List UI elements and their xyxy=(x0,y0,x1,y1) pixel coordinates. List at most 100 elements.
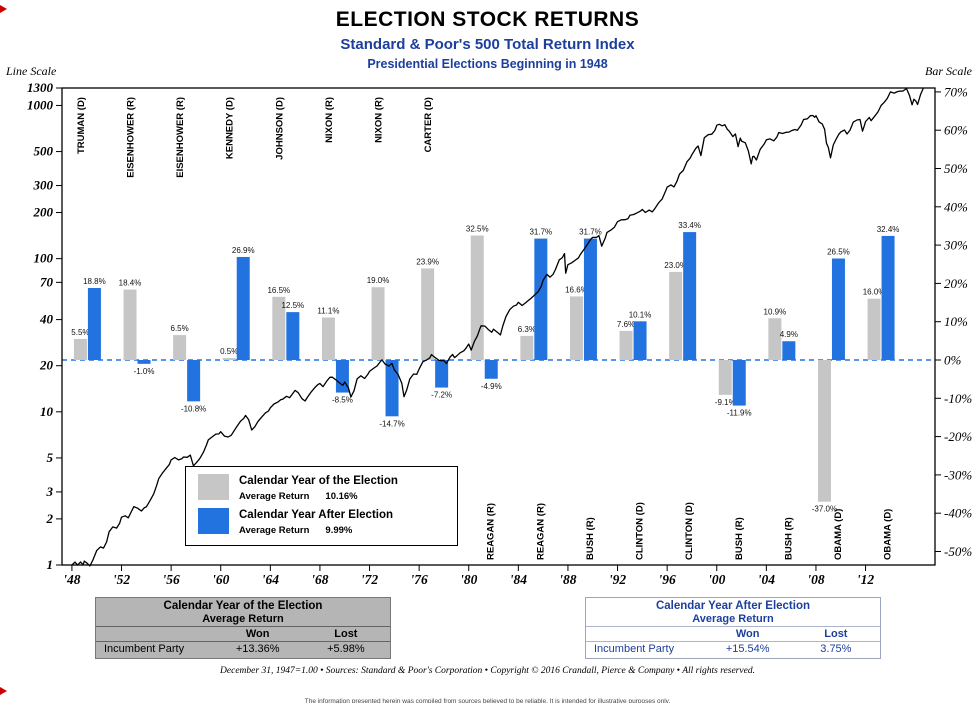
year-tick-label: '80 xyxy=(460,572,478,587)
year-tick-label: '12 xyxy=(857,572,875,587)
bar-value-label: 5.5% xyxy=(71,328,89,337)
election-year-table-subtitle: Average Return xyxy=(96,613,390,627)
bar-value-label: 0.5% xyxy=(220,347,238,356)
bar-scale-tick-label: 50% xyxy=(944,161,968,176)
election-year-bar xyxy=(867,298,881,360)
bar-scale-tick-label: -10% xyxy=(944,391,972,406)
bar-value-label: 31.7% xyxy=(529,228,552,237)
bar-value-label: 16.5% xyxy=(267,286,290,295)
president-label: REAGAN (R) xyxy=(535,503,546,560)
president-label: JOHNSON (D) xyxy=(274,97,285,160)
president-label: EISENHOWER (R) xyxy=(175,97,186,178)
bar-value-label: 33.4% xyxy=(678,221,701,230)
line-scale-tick-label: 3 xyxy=(46,484,54,499)
after-election-swatch xyxy=(198,508,229,534)
bar-scale-tick-label: 30% xyxy=(943,238,968,253)
line-scale-caption: Line Scale xyxy=(6,64,57,78)
bar-value-label: -37.0% xyxy=(812,505,837,514)
bar-value-label: 10.1% xyxy=(629,310,652,319)
lost-value: +5.98% xyxy=(327,643,365,655)
year-tick-label: '64 xyxy=(262,572,280,587)
line-scale-tick-label: 500 xyxy=(34,144,54,159)
bar-value-label: 4.9% xyxy=(780,330,798,339)
registration-mark-bottom-left xyxy=(0,687,7,695)
legend-item2-average: Average Return 9.99% xyxy=(239,525,393,536)
line-scale-tick-label: 200 xyxy=(33,205,54,220)
after-election-bar xyxy=(831,258,845,360)
bar-value-label: 32.4% xyxy=(877,225,900,234)
year-tick-label: '92 xyxy=(609,572,627,587)
year-tick-label: '08 xyxy=(807,572,825,587)
president-label: BUSH (R) xyxy=(585,517,596,560)
election-year-bar xyxy=(569,296,583,360)
bar-value-label: -1.0% xyxy=(134,367,155,376)
election-year-bar xyxy=(619,330,633,360)
president-label: OBAMA (D) xyxy=(883,509,894,560)
incumbent-party-label: Incumbent Party xyxy=(104,643,185,655)
bar-scale-caption: Bar Scale xyxy=(925,64,972,78)
president-label: REAGAN (R) xyxy=(486,503,497,560)
line-scale-tick-label: 20 xyxy=(39,358,54,373)
president-label: KENNEDY (D) xyxy=(225,97,236,159)
year-tick-label: '56 xyxy=(162,572,180,587)
bar-value-label: 32.5% xyxy=(466,225,489,234)
lost-header: Lost xyxy=(334,628,358,640)
election-year-table-header-row: Won Lost xyxy=(96,627,390,642)
bar-value-label: 23.0% xyxy=(664,261,687,270)
bar-value-label: 12.5% xyxy=(281,301,304,310)
legend-item1-avg-label: Average Return xyxy=(239,491,310,502)
president-label: EISENHOWER (R) xyxy=(126,97,137,178)
after-election-table-subtitle: Average Return xyxy=(586,613,880,627)
after-election-bar xyxy=(137,360,151,364)
bar-value-label: 18.8% xyxy=(83,277,106,286)
president-label: NIXON (R) xyxy=(374,97,385,143)
year-tick-label: '00 xyxy=(708,572,726,587)
bar-scale-tick-label: -20% xyxy=(944,429,972,444)
after-election-bar xyxy=(583,238,597,360)
line-scale-tick-label: 70 xyxy=(40,274,54,289)
line-scale-tick-label: 2 xyxy=(46,511,54,526)
bar-scale-tick-label: 0% xyxy=(944,353,962,368)
after-election-bar xyxy=(385,360,399,417)
election-year-bar xyxy=(421,268,435,360)
election-year-bar xyxy=(768,318,782,360)
bar-value-label: -4.9% xyxy=(481,382,502,391)
president-label: BUSH (R) xyxy=(783,517,794,560)
incumbent-party-label: Incumbent Party xyxy=(594,643,675,655)
after-election-table-header-row: Won Lost xyxy=(586,627,880,642)
year-tick-label: '72 xyxy=(361,572,379,587)
bar-scale-tick-label: -50% xyxy=(944,544,972,559)
bar-value-label: 19.0% xyxy=(367,276,390,285)
after-election-bar xyxy=(87,287,101,360)
president-label: CLINTON (D) xyxy=(684,502,695,560)
lost-header: Lost xyxy=(824,628,848,640)
bar-value-label: 6.3% xyxy=(518,325,536,334)
bar-value-label: 16.0% xyxy=(863,288,886,297)
line-scale-tick-label: 300 xyxy=(33,178,54,193)
bar-scale-tick-label: -40% xyxy=(944,506,972,521)
line-scale-tick-label: 1300 xyxy=(27,80,54,95)
bar-value-label: -7.2% xyxy=(431,391,452,400)
election-year-bar xyxy=(272,296,286,360)
chart-subtitle: Standard & Poor's 500 Total Return Index xyxy=(340,36,635,53)
line-scale-tick-label: 40 xyxy=(39,312,54,327)
after-election-bar xyxy=(534,238,548,360)
year-tick-label: '84 xyxy=(510,572,528,587)
president-label: CARTER (D) xyxy=(423,97,434,152)
after-election-bar xyxy=(435,360,449,388)
election-year-bar xyxy=(470,235,484,360)
year-tick-label: '96 xyxy=(659,572,677,587)
legend-item-election-year: Calendar Year of the Election Average Re… xyxy=(198,474,457,502)
election-year-bar xyxy=(817,360,831,502)
legend-item2-avg-label: Average Return xyxy=(239,525,310,536)
won-value: +15.54% xyxy=(725,643,770,655)
line-scale-tick-label: 100 xyxy=(34,251,54,266)
legend-item1-avg-value: 10.16% xyxy=(325,491,358,502)
election-year-table: Calendar Year of the Election Average Re… xyxy=(95,597,391,659)
bar-value-label: -8.5% xyxy=(332,396,353,405)
election-year-table-value-row: Incumbent Party +13.36% +5.98% xyxy=(96,642,390,658)
won-value: +13.36% xyxy=(235,643,280,655)
legend-item1-average: Average Return 10.16% xyxy=(239,491,398,502)
year-tick-label: '52 xyxy=(113,572,131,587)
year-tick-label: '60 xyxy=(212,572,230,587)
